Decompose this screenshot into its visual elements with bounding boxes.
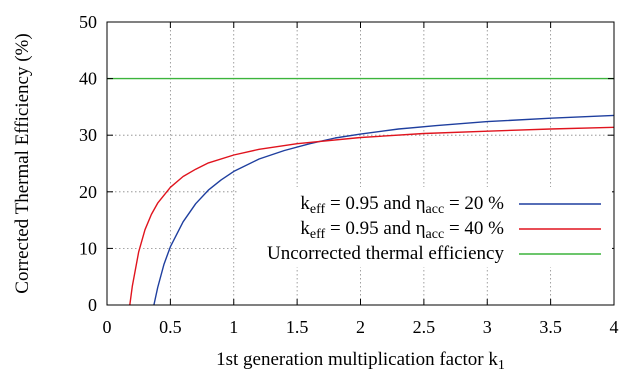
x-tick-label: 1: [229, 317, 238, 337]
y-tick-label: 50: [79, 12, 97, 32]
series-lines: [107, 77, 615, 306]
y-axis-label: Corrected Thermal Efficiency (%): [12, 33, 33, 293]
legend-entry-3-label: Uncorrected thermal efficiency: [267, 243, 505, 264]
x-tick-label: 3: [483, 317, 492, 337]
x-tick-label: 2: [356, 317, 365, 337]
x-tick-label: 2.5: [413, 317, 436, 337]
x-axis-label-main: 1st generation multiplication factor k: [216, 349, 498, 370]
x-tick-label: 0.5: [159, 317, 182, 337]
x-axis-label-subscript: 1: [498, 358, 505, 373]
y-tick-label: 20: [79, 182, 97, 202]
y-tick-label: 0: [88, 295, 97, 315]
y-tick-label: 10: [79, 238, 97, 258]
x-axis-label: 1st generation multiplication factor k1: [216, 349, 505, 373]
x-tick-label: 4: [610, 317, 619, 337]
legend-entry-1-label: keff = 0.95 and ηacc = 20 %: [300, 193, 504, 217]
series-line-1: [153, 114, 615, 306]
x-tick-label: 3.5: [539, 317, 562, 337]
y-tick-label: 40: [79, 69, 97, 89]
x-tick-label: 1.5: [286, 317, 309, 337]
y-tick-label: 30: [79, 125, 97, 145]
legend: keff = 0.95 and ηacc = 20 % keff = 0.95 …: [238, 187, 612, 267]
x-tick-label: 0: [103, 317, 112, 337]
legend-entry-2-label: keff = 0.95 and ηacc = 40 %: [300, 218, 504, 242]
series-line-2: [129, 126, 615, 306]
